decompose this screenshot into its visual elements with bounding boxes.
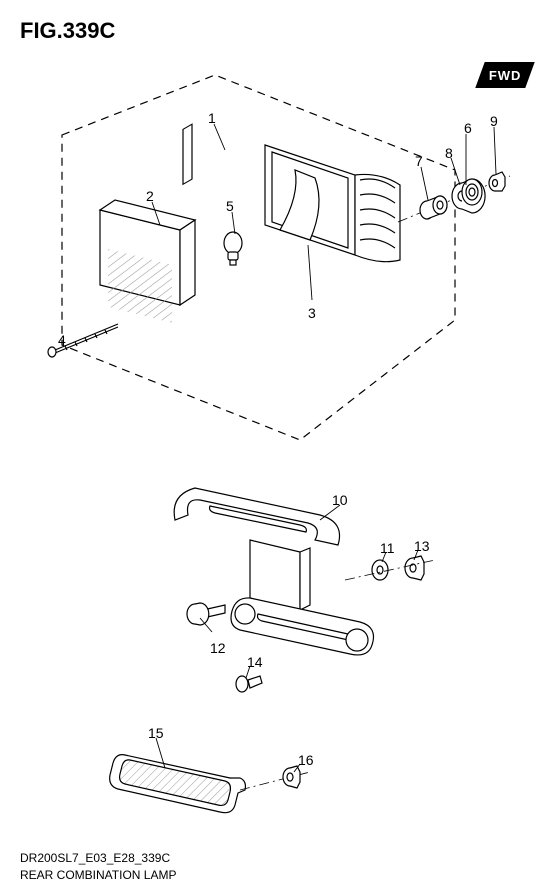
callout-8: 8 <box>445 145 453 161</box>
callout-15: 15 <box>148 725 164 741</box>
part-14 <box>236 676 262 692</box>
parts-diagram <box>0 0 560 891</box>
washer-11 <box>372 560 388 580</box>
callout-4: 4 <box>58 332 66 348</box>
callout-5: 5 <box>226 198 234 214</box>
lens-housing <box>100 124 195 323</box>
lamp-body <box>265 145 400 262</box>
grommet <box>452 179 485 213</box>
nut <box>489 172 505 191</box>
callout-7: 7 <box>415 153 423 169</box>
footer-title: REAR COMBINATION LAMP <box>20 867 176 884</box>
callout-14: 14 <box>247 654 263 670</box>
callout-3: 3 <box>308 305 316 321</box>
spacer <box>420 196 447 219</box>
license-bracket <box>174 488 373 655</box>
callout-11: 11 <box>380 540 395 556</box>
callout-13: 13 <box>414 538 430 554</box>
callout-16: 16 <box>298 752 314 768</box>
callout-1: 1 <box>208 110 216 126</box>
footer: DR200SL7_E03_E28_339C REAR COMBINATION L… <box>20 850 176 884</box>
callout-2: 2 <box>146 188 154 204</box>
reflector <box>110 755 246 813</box>
callout-9: 9 <box>490 113 498 129</box>
callout-12: 12 <box>210 640 226 656</box>
bulb <box>224 232 242 265</box>
bolt-12 <box>187 603 225 625</box>
footer-code: DR200SL7_E03_E28_339C <box>20 850 176 867</box>
callout-6: 6 <box>464 120 472 136</box>
callout-10: 10 <box>332 492 348 508</box>
nut-16 <box>283 766 300 788</box>
